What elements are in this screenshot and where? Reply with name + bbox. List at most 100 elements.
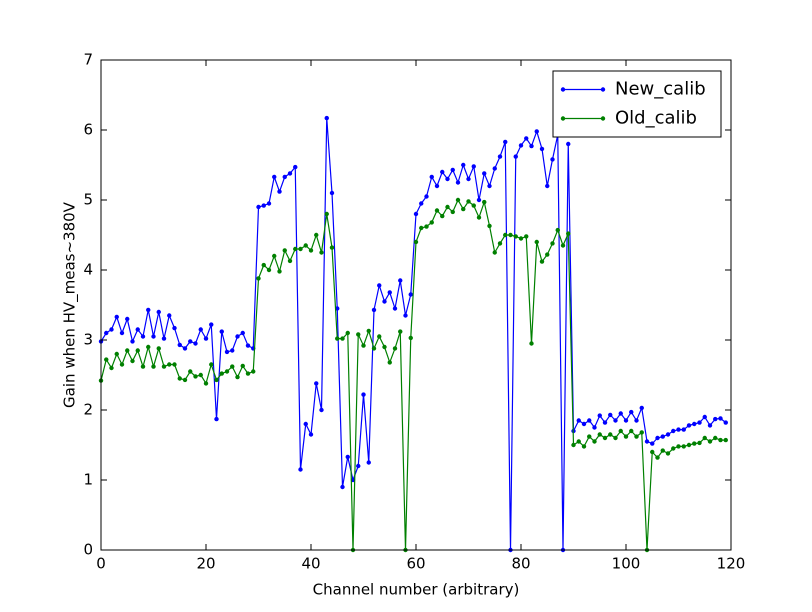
data-point: [655, 455, 660, 460]
x-tick-label: 0: [96, 555, 106, 573]
data-point: [702, 435, 707, 441]
data-point: [114, 314, 119, 320]
data-point: [671, 428, 676, 434]
data-point: [366, 460, 371, 465]
data-point: [692, 441, 697, 446]
data-point: [503, 139, 508, 145]
data-point: [324, 211, 329, 217]
data-point: [597, 413, 602, 418]
data-point: [387, 290, 392, 295]
data-point: [508, 232, 513, 238]
data-point: [718, 437, 723, 443]
legend-marker: [560, 87, 566, 92]
data-point: [392, 306, 398, 311]
data-point: [550, 241, 555, 246]
data-point: [293, 246, 298, 252]
data-point: [608, 432, 613, 437]
data-point: [219, 329, 224, 334]
data-point: [282, 248, 287, 253]
data-point: [676, 444, 681, 449]
data-point: [613, 435, 618, 441]
data-point: [555, 227, 560, 233]
data-point: [707, 423, 713, 428]
data-point: [650, 449, 655, 455]
data-point: [471, 203, 476, 208]
data-point: [272, 174, 277, 180]
x-tick-label: 120: [717, 555, 746, 573]
data-point: [529, 143, 534, 149]
data-point: [665, 432, 671, 437]
data-point: [140, 334, 146, 339]
data-point: [471, 164, 476, 169]
data-point: [319, 407, 324, 413]
data-point: [130, 358, 135, 364]
data-point: [450, 209, 455, 215]
data-point: [419, 201, 424, 206]
data-point: [413, 239, 419, 245]
y-tick-label: 1: [83, 471, 93, 489]
data-point: [245, 343, 251, 348]
data-point: [251, 369, 256, 374]
data-point: [345, 454, 350, 460]
legend-marker: [600, 87, 606, 92]
y-tick-label: 2: [83, 401, 93, 419]
data-point: [419, 225, 424, 231]
data-point: [665, 451, 671, 456]
data-point: [125, 316, 130, 322]
data-point: [329, 245, 335, 250]
data-point: [518, 143, 524, 148]
data-point: [146, 344, 151, 350]
data-point: [592, 439, 597, 444]
data-point: [524, 234, 529, 239]
data-point: [702, 414, 707, 420]
data-point: [571, 442, 576, 448]
data-point: [151, 334, 156, 339]
data-point: [503, 232, 508, 238]
data-point: [371, 346, 377, 351]
data-point: [476, 197, 482, 203]
data-point: [482, 199, 487, 205]
data-point: [487, 183, 492, 189]
data-point: [361, 343, 366, 348]
data-point: [188, 339, 193, 344]
data-point: [319, 250, 324, 255]
data-point: [345, 330, 350, 336]
data-point: [602, 435, 608, 441]
data-point: [193, 374, 198, 379]
data-point: [639, 430, 644, 435]
data-point: [182, 346, 188, 351]
data-point: [681, 444, 686, 449]
data-point: [130, 339, 135, 344]
data-point: [686, 442, 692, 448]
data-point: [366, 328, 371, 334]
data-point: [655, 435, 660, 441]
data-point: [261, 203, 266, 208]
data-point: [235, 374, 240, 380]
data-point: [723, 437, 728, 443]
data-point: [161, 336, 167, 341]
data-point: [445, 204, 450, 210]
data-point: [209, 362, 214, 367]
data-point: [177, 376, 182, 381]
data-point: [671, 446, 676, 451]
data-point: [634, 434, 639, 439]
data-point: [534, 129, 539, 134]
data-point: [660, 448, 665, 453]
data-point: [718, 416, 723, 421]
data-point: [224, 369, 230, 374]
data-point: [329, 190, 335, 196]
data-point: [429, 220, 434, 225]
data-point: [560, 243, 566, 248]
data-point: [146, 307, 151, 313]
data-point: [282, 174, 287, 180]
data-point: [392, 346, 398, 351]
data-point: [214, 377, 219, 383]
data-point: [450, 167, 455, 173]
data-point: [387, 360, 392, 365]
data-point: [114, 351, 119, 357]
data-point: [403, 313, 408, 318]
data-point: [161, 364, 167, 369]
data-point: [581, 421, 587, 427]
data-point: [476, 215, 482, 220]
